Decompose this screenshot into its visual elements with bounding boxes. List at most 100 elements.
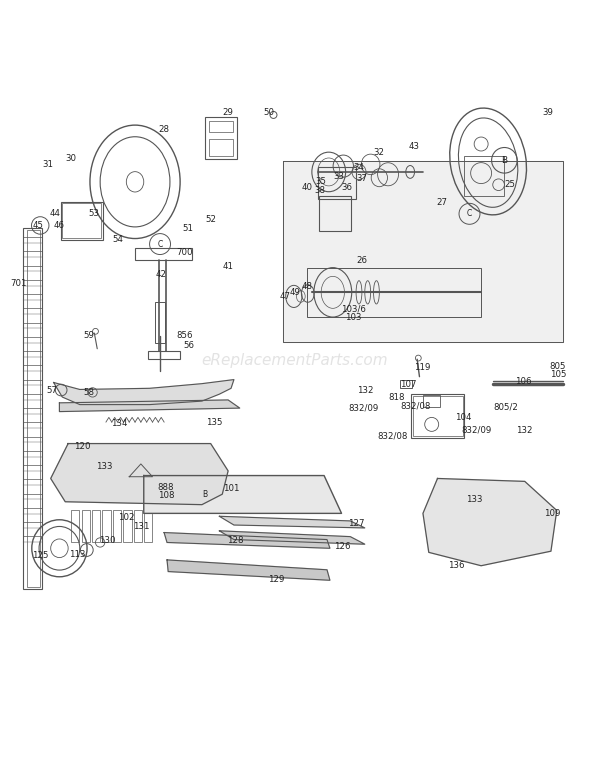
Bar <box>209 121 233 132</box>
Text: 105: 105 <box>550 370 566 379</box>
Bar <box>134 510 142 542</box>
Text: 26: 26 <box>356 256 368 265</box>
Bar <box>209 139 233 155</box>
Bar <box>81 510 90 542</box>
Bar <box>413 396 463 436</box>
Text: 832/09: 832/09 <box>461 425 491 435</box>
Text: 27: 27 <box>436 197 447 207</box>
Polygon shape <box>164 532 330 549</box>
Text: 37: 37 <box>356 174 368 184</box>
Text: 57: 57 <box>47 386 57 395</box>
Polygon shape <box>283 161 563 342</box>
Text: 132: 132 <box>356 386 373 395</box>
Text: 35: 35 <box>316 177 327 187</box>
Text: C: C <box>158 239 163 249</box>
Polygon shape <box>54 379 234 405</box>
Text: 59: 59 <box>83 331 94 340</box>
Bar <box>307 268 481 317</box>
Text: 32: 32 <box>374 148 385 158</box>
Text: 104: 104 <box>455 413 472 422</box>
Text: 700: 700 <box>176 249 193 257</box>
Bar <box>411 394 464 438</box>
Text: 134: 134 <box>111 418 127 428</box>
Text: 25: 25 <box>504 181 516 189</box>
Bar <box>23 229 42 589</box>
Text: 28: 28 <box>159 125 170 134</box>
Text: C: C <box>467 210 472 218</box>
Bar <box>27 230 40 588</box>
Polygon shape <box>51 444 228 505</box>
Bar <box>63 203 101 238</box>
Polygon shape <box>423 478 557 566</box>
Bar <box>205 117 237 158</box>
Text: 50: 50 <box>263 108 274 116</box>
Polygon shape <box>219 516 365 528</box>
Text: 44: 44 <box>50 210 61 218</box>
Text: 30: 30 <box>65 154 77 163</box>
Text: 45: 45 <box>32 221 44 230</box>
Text: 101: 101 <box>223 484 240 493</box>
Text: 120: 120 <box>74 442 91 451</box>
Bar <box>135 248 192 260</box>
Text: 48: 48 <box>301 282 312 291</box>
Text: 34: 34 <box>353 163 365 172</box>
Text: 49: 49 <box>290 288 300 297</box>
Text: 132: 132 <box>516 425 533 435</box>
Text: 102: 102 <box>118 513 135 522</box>
Text: eReplacementParts.com: eReplacementParts.com <box>202 353 388 368</box>
Text: 53: 53 <box>89 210 100 218</box>
Bar <box>155 302 165 343</box>
Text: 54: 54 <box>112 236 123 245</box>
Text: B: B <box>202 490 208 499</box>
Text: 888: 888 <box>158 483 174 492</box>
Text: 108: 108 <box>158 491 174 500</box>
Text: 58: 58 <box>83 388 94 397</box>
Text: 43: 43 <box>409 142 419 151</box>
Bar <box>399 379 412 389</box>
Text: 39: 39 <box>543 108 553 116</box>
Bar <box>61 202 103 240</box>
Polygon shape <box>219 531 365 544</box>
Text: 133: 133 <box>466 496 483 504</box>
Bar <box>145 510 152 542</box>
Text: 38: 38 <box>314 186 326 195</box>
Bar <box>113 510 121 542</box>
Text: 29: 29 <box>222 108 234 116</box>
Text: 125: 125 <box>32 552 48 560</box>
Text: 856: 856 <box>176 331 193 340</box>
Text: 805/2: 805/2 <box>493 402 518 412</box>
Bar <box>92 510 100 542</box>
Text: 36: 36 <box>342 183 353 192</box>
Bar <box>319 197 352 231</box>
Text: 136: 136 <box>448 562 465 570</box>
Bar <box>71 510 79 542</box>
Text: B: B <box>502 156 507 164</box>
Text: 127: 127 <box>348 519 365 528</box>
Text: 42: 42 <box>156 270 167 279</box>
Text: 818: 818 <box>389 392 405 402</box>
Polygon shape <box>167 560 330 581</box>
Text: 832/08: 832/08 <box>378 431 408 441</box>
Text: 113: 113 <box>68 549 85 558</box>
Text: 31: 31 <box>42 160 53 169</box>
Text: 56: 56 <box>183 341 195 350</box>
Bar <box>464 155 504 197</box>
Text: 128: 128 <box>227 536 244 545</box>
Text: 41: 41 <box>222 262 234 271</box>
Bar <box>423 396 440 407</box>
Text: 109: 109 <box>545 509 561 518</box>
Text: 106: 106 <box>515 377 532 386</box>
Text: 103: 103 <box>345 313 362 322</box>
Polygon shape <box>144 476 342 513</box>
Bar <box>149 350 181 360</box>
Text: 47: 47 <box>280 292 291 301</box>
Text: 52: 52 <box>205 215 216 224</box>
Text: 832/08: 832/08 <box>400 402 431 410</box>
Text: 701: 701 <box>11 279 27 288</box>
Text: 832/09: 832/09 <box>349 404 379 412</box>
Text: 33: 33 <box>333 171 344 181</box>
Text: 805: 805 <box>550 362 566 371</box>
Bar <box>318 168 356 199</box>
Text: 133: 133 <box>96 462 113 471</box>
Polygon shape <box>60 400 240 412</box>
